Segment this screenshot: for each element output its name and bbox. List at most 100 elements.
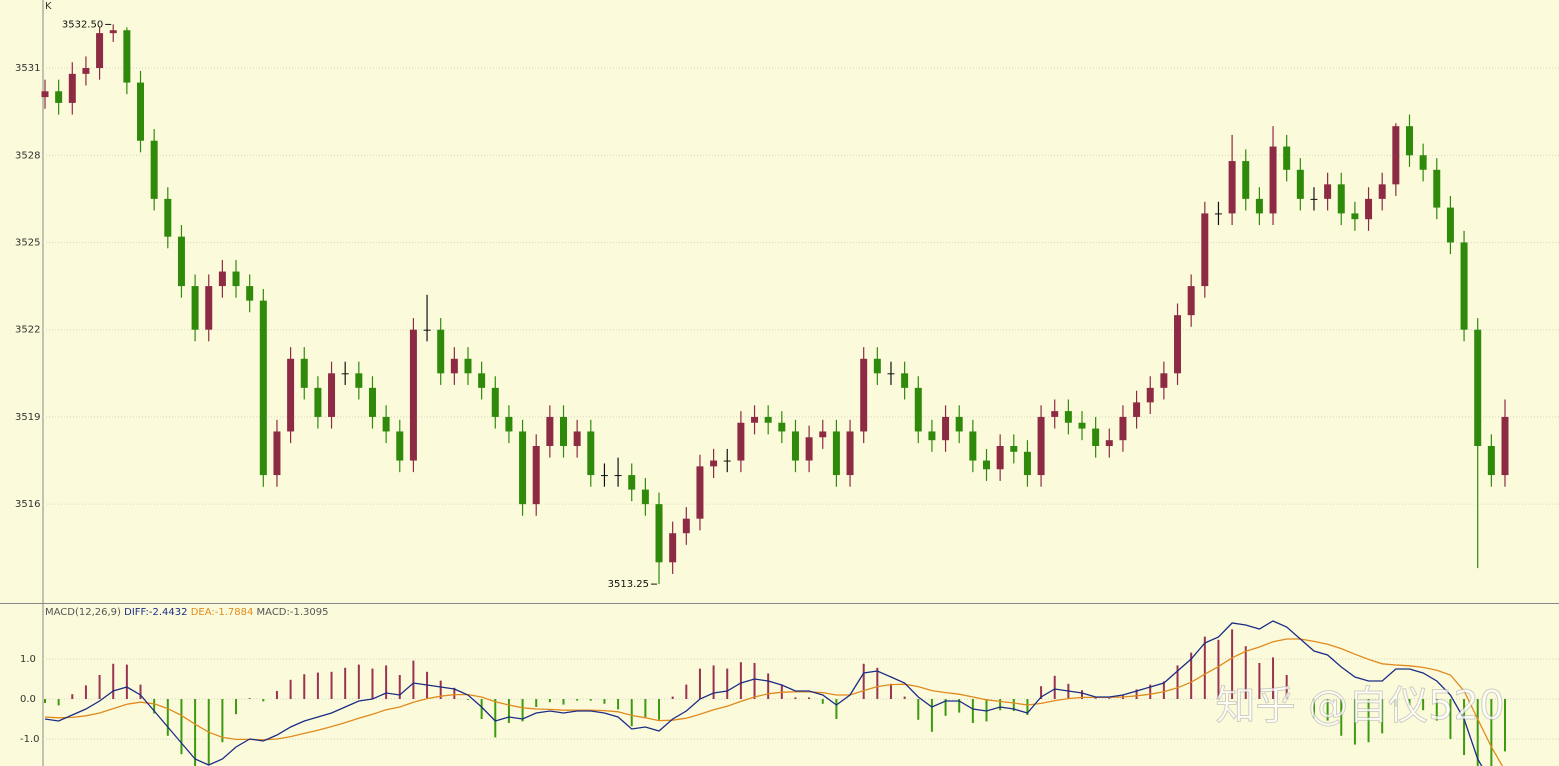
candle-body	[846, 431, 854, 476]
candle-body	[628, 475, 636, 490]
candle-body	[464, 358, 472, 374]
candle-body	[751, 416, 759, 423]
candle-body	[778, 422, 786, 432]
candle-body	[1474, 329, 1482, 446]
y-tick-label: -1.0	[20, 734, 40, 745]
candle-body	[532, 445, 540, 505]
candle-body	[1119, 416, 1127, 441]
candle-body	[860, 358, 868, 432]
candle-body	[491, 387, 499, 417]
macd-plot	[44, 620, 1506, 766]
candle-body	[1405, 126, 1413, 156]
candle-body	[1255, 198, 1263, 214]
candle-body	[341, 373, 349, 375]
dea-label: DEA:-1.7884	[191, 607, 254, 618]
candle-body	[887, 373, 895, 375]
candle-body	[819, 431, 827, 438]
candle-body	[1460, 242, 1468, 330]
candle-body	[55, 91, 63, 103]
candle-body	[232, 271, 240, 287]
candle-body	[1187, 286, 1195, 316]
y-tick-label: 3528	[15, 150, 40, 161]
candle-body	[723, 460, 731, 462]
candle-body	[519, 431, 527, 505]
candle-body	[328, 373, 336, 417]
candle-body	[246, 286, 254, 301]
candle-body	[314, 387, 322, 417]
candle-body	[996, 445, 1004, 470]
candle-body	[1351, 213, 1359, 220]
candle-body	[764, 416, 772, 423]
candle-body	[901, 373, 909, 388]
candle-body	[423, 329, 431, 331]
candle-body	[1023, 451, 1031, 476]
high-label: 3532.50	[62, 19, 103, 30]
candle-body	[573, 431, 581, 446]
candle-body	[1105, 440, 1113, 446]
candle-body	[1037, 416, 1045, 476]
candle-body	[396, 431, 404, 461]
candle-body	[587, 431, 595, 476]
candle-body	[41, 91, 49, 98]
candle-body	[96, 33, 104, 69]
candle-body	[982, 460, 990, 470]
candle-body	[969, 431, 977, 461]
candle-body	[1064, 411, 1072, 423]
y-tick-label: 3531	[15, 63, 40, 74]
candle-body	[1310, 198, 1318, 200]
candle-body	[791, 431, 799, 461]
y-tick-label: 1.0	[20, 654, 36, 665]
candle-body	[1051, 411, 1059, 417]
macd-header: MACD(12,26,9) DIFF:-2.4432 DEA:-1.7884 M…	[45, 607, 328, 618]
candle-body	[560, 416, 568, 446]
y-tick-label: 3522	[15, 325, 40, 336]
candle-body	[382, 416, 390, 432]
candle-body	[478, 373, 486, 388]
candle-body	[614, 475, 622, 477]
candle-body	[1228, 161, 1236, 214]
candle-body	[1214, 213, 1222, 215]
candle-body	[109, 30, 117, 34]
candle-body	[164, 198, 172, 237]
candle-body	[1283, 146, 1291, 170]
panel-label: K	[45, 1, 52, 12]
candle-body	[546, 416, 554, 446]
candle-body	[873, 358, 881, 374]
candle-body	[1419, 155, 1427, 170]
candle-body	[955, 416, 963, 432]
candle-body	[205, 286, 213, 330]
candle-body	[1010, 445, 1018, 452]
candle-body	[1446, 207, 1454, 243]
candle-body	[409, 329, 417, 461]
candle-body	[1378, 184, 1386, 199]
plot-layer: 3516 3519 3522 3525 3528 3531 3532.50 3513.25 1.…	[15, 19, 1559, 766]
candle-body	[669, 533, 677, 563]
candle-body	[1501, 416, 1509, 476]
macd-label: MACD:-1.3095	[257, 607, 329, 618]
candle-body	[300, 358, 308, 388]
candle-body	[1324, 184, 1332, 199]
candle-body	[696, 466, 704, 519]
candle-body	[218, 271, 226, 287]
diff-line	[44, 620, 1483, 766]
candle-body	[928, 431, 936, 441]
candle-body	[682, 518, 690, 534]
candle-body	[641, 489, 649, 505]
candle-body	[177, 236, 185, 287]
candle-body	[1160, 373, 1168, 388]
candle-body	[505, 416, 513, 432]
candle-body	[1433, 169, 1441, 208]
candle-body	[437, 329, 445, 374]
candle-body	[655, 504, 663, 563]
y-tick-label: 0.0	[20, 694, 36, 705]
candle-body	[1133, 402, 1141, 417]
candle-body	[1487, 445, 1495, 476]
low-label: 3513.25	[608, 579, 649, 590]
candle-body	[710, 460, 718, 467]
candle-body	[1078, 422, 1086, 429]
candle-body	[600, 475, 608, 477]
candle-body	[287, 358, 295, 432]
watermark: 知乎 @自仪520	[1215, 683, 1504, 729]
